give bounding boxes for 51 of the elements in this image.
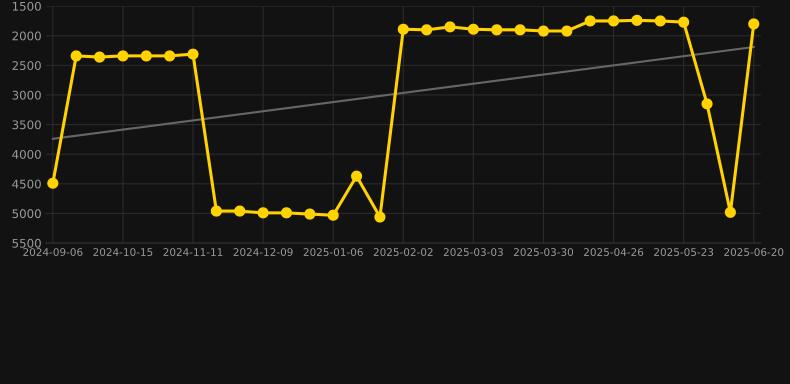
x-tick-label: 2025-06-20	[724, 248, 784, 256]
point	[654, 15, 666, 27]
point	[304, 208, 316, 220]
point	[398, 24, 409, 35]
point	[140, 50, 152, 62]
point	[421, 24, 432, 36]
x-tick-label: 2025-01-06	[304, 248, 363, 256]
x-tick-label: 2024-12-09	[234, 248, 293, 256]
point	[70, 50, 82, 62]
x-tick-label: 2024-11-11	[164, 248, 222, 256]
x-tick-label: 2025-03-30	[514, 248, 574, 256]
x-tick-label: 2024-09-06	[23, 248, 82, 256]
point	[164, 50, 176, 62]
point	[258, 207, 269, 218]
x-tick-label: 2025-05-23	[654, 248, 714, 256]
point	[584, 15, 596, 27]
point	[468, 24, 479, 35]
y-tick-label: 2000	[12, 31, 41, 40]
point	[701, 98, 713, 110]
point	[748, 18, 760, 30]
y-tick-label: 2500	[12, 61, 41, 70]
point	[538, 25, 550, 37]
point	[374, 211, 386, 223]
point	[117, 50, 128, 62]
point	[608, 15, 620, 27]
x-tick-label: 2025-03-03	[444, 248, 503, 256]
y-tick-label: 3500	[12, 120, 41, 130]
point	[210, 206, 222, 217]
point	[724, 206, 736, 218]
y-tick-label: 3000	[12, 90, 41, 100]
point	[351, 170, 362, 182]
point	[187, 48, 199, 60]
y-tick-label: 5500	[12, 238, 41, 248]
point	[491, 24, 502, 36]
y-tick-label: 5000	[12, 209, 41, 218]
point	[47, 178, 58, 189]
y-tick-label: 4000	[12, 150, 41, 159]
point	[514, 24, 526, 36]
point	[678, 16, 690, 28]
point	[561, 25, 572, 37]
x-tick-label: 2024-10-15	[93, 248, 152, 256]
point	[94, 52, 106, 63]
y-tick-label: 4500	[12, 180, 41, 188]
point	[280, 207, 292, 218]
y-tick-label: 1500	[12, 2, 41, 11]
point	[234, 206, 246, 217]
x-tick-label: 2025-02-02	[374, 248, 433, 256]
point	[631, 14, 642, 26]
point	[444, 21, 456, 32]
x-tick-label: 2025-04-26	[584, 248, 644, 256]
point	[328, 210, 339, 221]
